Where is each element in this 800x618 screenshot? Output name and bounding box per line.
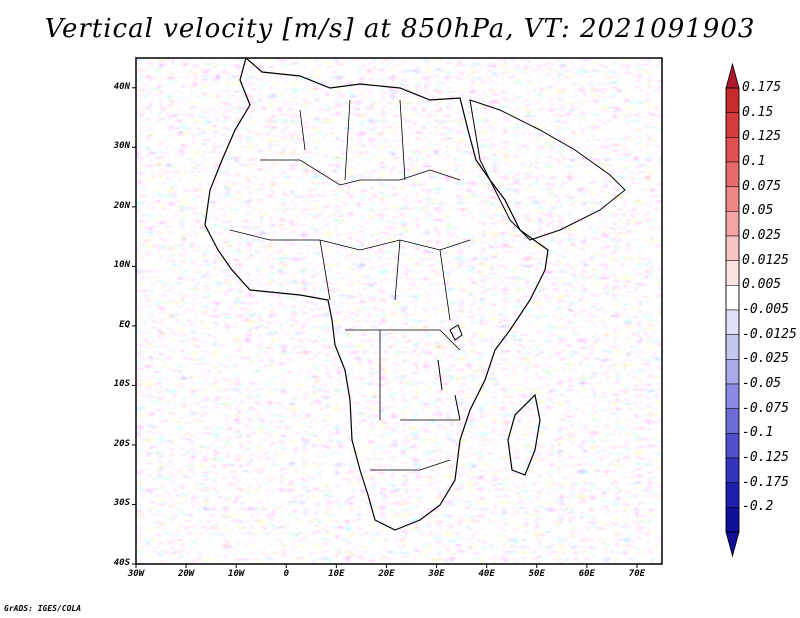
lat-tick-label: 40N — [113, 81, 130, 92]
colorbar-box — [725, 260, 740, 286]
country-borders — [229, 99, 471, 471]
arabia-outline — [469, 99, 626, 241]
lon-tick-label: 20W — [177, 569, 195, 579]
lon-tick-label: 70E — [628, 569, 646, 579]
map-frame — [135, 57, 663, 565]
colorbar-box — [725, 457, 740, 483]
lat-tick-label: 10S — [113, 379, 130, 390]
lat-tick-label: EQ — [119, 319, 130, 330]
colorbar-box — [725, 383, 740, 409]
colorbar-level-label: -0.175 — [742, 474, 789, 490]
lat-tick-label: 30S — [113, 498, 130, 509]
axis-ticks — [132, 87, 638, 568]
colorbar-level-label: 0.125 — [742, 129, 782, 145]
colorbar-level-label: 0.025 — [742, 228, 782, 243]
lat-tick-label: 30N — [113, 141, 130, 152]
colorbar-box — [725, 112, 740, 138]
colorbar-bottom-arrow — [725, 531, 740, 558]
lat-tick-label: 10N — [113, 260, 130, 271]
lat-tick-label: 20N — [113, 200, 130, 211]
colorbar-box — [725, 334, 740, 360]
africa-coastline — [204, 58, 549, 531]
colorbar-box — [725, 359, 740, 385]
lon-tick-label: 50E — [528, 569, 545, 579]
colorbar-level-label: 0.075 — [742, 178, 782, 194]
colorbar-level-label: 0.0125 — [742, 252, 789, 268]
lat-tick-label: 40S — [113, 558, 130, 568]
colorbar-level-label: 0.1 — [742, 154, 766, 169]
colorbar-level-label: -0.125 — [742, 450, 789, 465]
colorbar-box — [725, 161, 740, 187]
lakes — [437, 324, 463, 421]
colorbar-level-label: -0.05 — [742, 376, 782, 391]
colorbar-box — [725, 235, 740, 261]
lon-tick-label: 20E — [378, 569, 395, 579]
colorbar-level-label: 0.005 — [742, 277, 782, 293]
colorbar-box — [725, 211, 740, 237]
lon-tick-label: 0 — [283, 569, 289, 579]
footer-credit: GrADS: IGES/COLA — [4, 604, 82, 613]
colorbar-box — [725, 285, 740, 311]
lon-tick-label: 30E — [428, 569, 445, 579]
colorbar-boxes — [725, 87, 740, 533]
colorbar-box — [725, 87, 740, 113]
colorbar-box — [725, 137, 740, 163]
colorbar-level-label: -0.1 — [742, 425, 774, 441]
lon-tick-label: 60E — [578, 569, 595, 579]
map-overlays — [204, 58, 626, 531]
lon-tick-label: 10W — [228, 569, 245, 579]
velocity-texture — [136, 58, 662, 564]
map-panel — [135, 57, 663, 565]
lon-tick-label: 40E — [478, 569, 495, 579]
colorbar-level-label: 0.05 — [742, 203, 774, 219]
page-title: Vertical velocity [m/s] at 850hPa, VT: 2… — [44, 14, 756, 44]
colorbar-level-label: -0.005 — [742, 302, 789, 317]
colorbar-top-arrow — [725, 62, 740, 89]
colorbar-box — [725, 433, 740, 459]
colorbar-box — [725, 482, 740, 508]
colorbar — [725, 62, 740, 558]
colorbar-level-label: 0.15 — [742, 104, 774, 120]
colorbar-box — [725, 309, 740, 335]
colorbar-level-label: -0.025 — [742, 351, 789, 367]
lat-tick-label: 20S — [113, 438, 130, 449]
colorbar-level-label: -0.0125 — [742, 326, 797, 342]
lon-tick-label: 10E — [328, 569, 345, 579]
colorbar-level-label: -0.2 — [742, 499, 774, 515]
colorbar-box — [725, 507, 740, 533]
colorbar-box — [725, 408, 740, 434]
colorbar-level-label: 0.175 — [742, 80, 782, 95]
lon-tick-label: 30W — [127, 569, 145, 579]
colorbar-frame — [725, 87, 740, 533]
madagascar-outline — [507, 393, 541, 476]
colorbar-box — [725, 186, 740, 212]
colorbar-level-label: -0.075 — [742, 400, 789, 416]
